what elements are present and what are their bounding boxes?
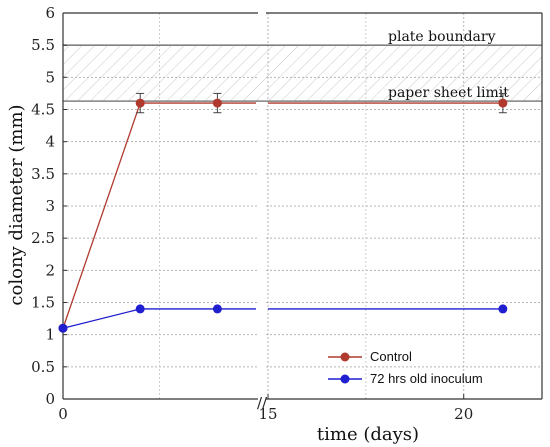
y-tick-label: 3 xyxy=(45,197,55,215)
y-tick-label: 6 xyxy=(45,4,55,22)
x-tick-label: 0 xyxy=(58,405,68,423)
y-tick-label: 5.5 xyxy=(31,36,55,54)
y-tick-label: 1 xyxy=(45,326,55,344)
data-point xyxy=(58,323,68,333)
reference-line-label: plate boundary xyxy=(388,29,496,45)
y-tick-label: 1.5 xyxy=(31,294,55,312)
legend-label-inoculum: 72 hrs old inoculum xyxy=(370,371,483,386)
data-point xyxy=(498,98,508,108)
reference-line-label: paper sheet limit xyxy=(388,85,509,101)
legend-marker-control xyxy=(340,352,350,362)
x-tick-label: 15 xyxy=(258,405,277,423)
legend-marker-inoculum xyxy=(340,374,350,384)
y-tick-label: 2.5 xyxy=(31,229,55,247)
y-tick-label: 0 xyxy=(45,390,55,408)
hatched-band xyxy=(63,45,542,102)
y-tick-label: 0.5 xyxy=(31,358,55,376)
axes xyxy=(62,12,543,400)
data-point xyxy=(498,304,508,314)
data-point xyxy=(212,304,222,314)
series-line xyxy=(62,102,218,329)
y-axis-label: colony diameter (mm) xyxy=(6,104,27,305)
x-axis-break-mark: // xyxy=(257,394,268,412)
reference-lines: plate boundary paper sheet limit xyxy=(63,29,542,102)
tick-labels: 0 0.5 1 1.5 2 2.5 3 3.5 4 4.5 5 5.5 6 0 15 20 // xyxy=(31,4,473,423)
y-tick-label: 2 xyxy=(45,261,55,279)
data-point xyxy=(135,98,145,108)
y-tick-label: 4 xyxy=(45,133,55,151)
y-tick-label: 5 xyxy=(45,68,55,86)
x-axis-label: time (days) xyxy=(317,424,419,445)
y-tick-label: 3.5 xyxy=(31,165,55,183)
legend: Control 72 hrs old inoculum xyxy=(328,349,483,386)
data-point xyxy=(212,98,222,108)
legend-label-control: Control xyxy=(370,349,412,364)
series xyxy=(58,92,508,333)
x-tick-label: 20 xyxy=(454,405,473,423)
data-point xyxy=(135,304,145,314)
y-tick-label: 4.5 xyxy=(31,101,55,119)
